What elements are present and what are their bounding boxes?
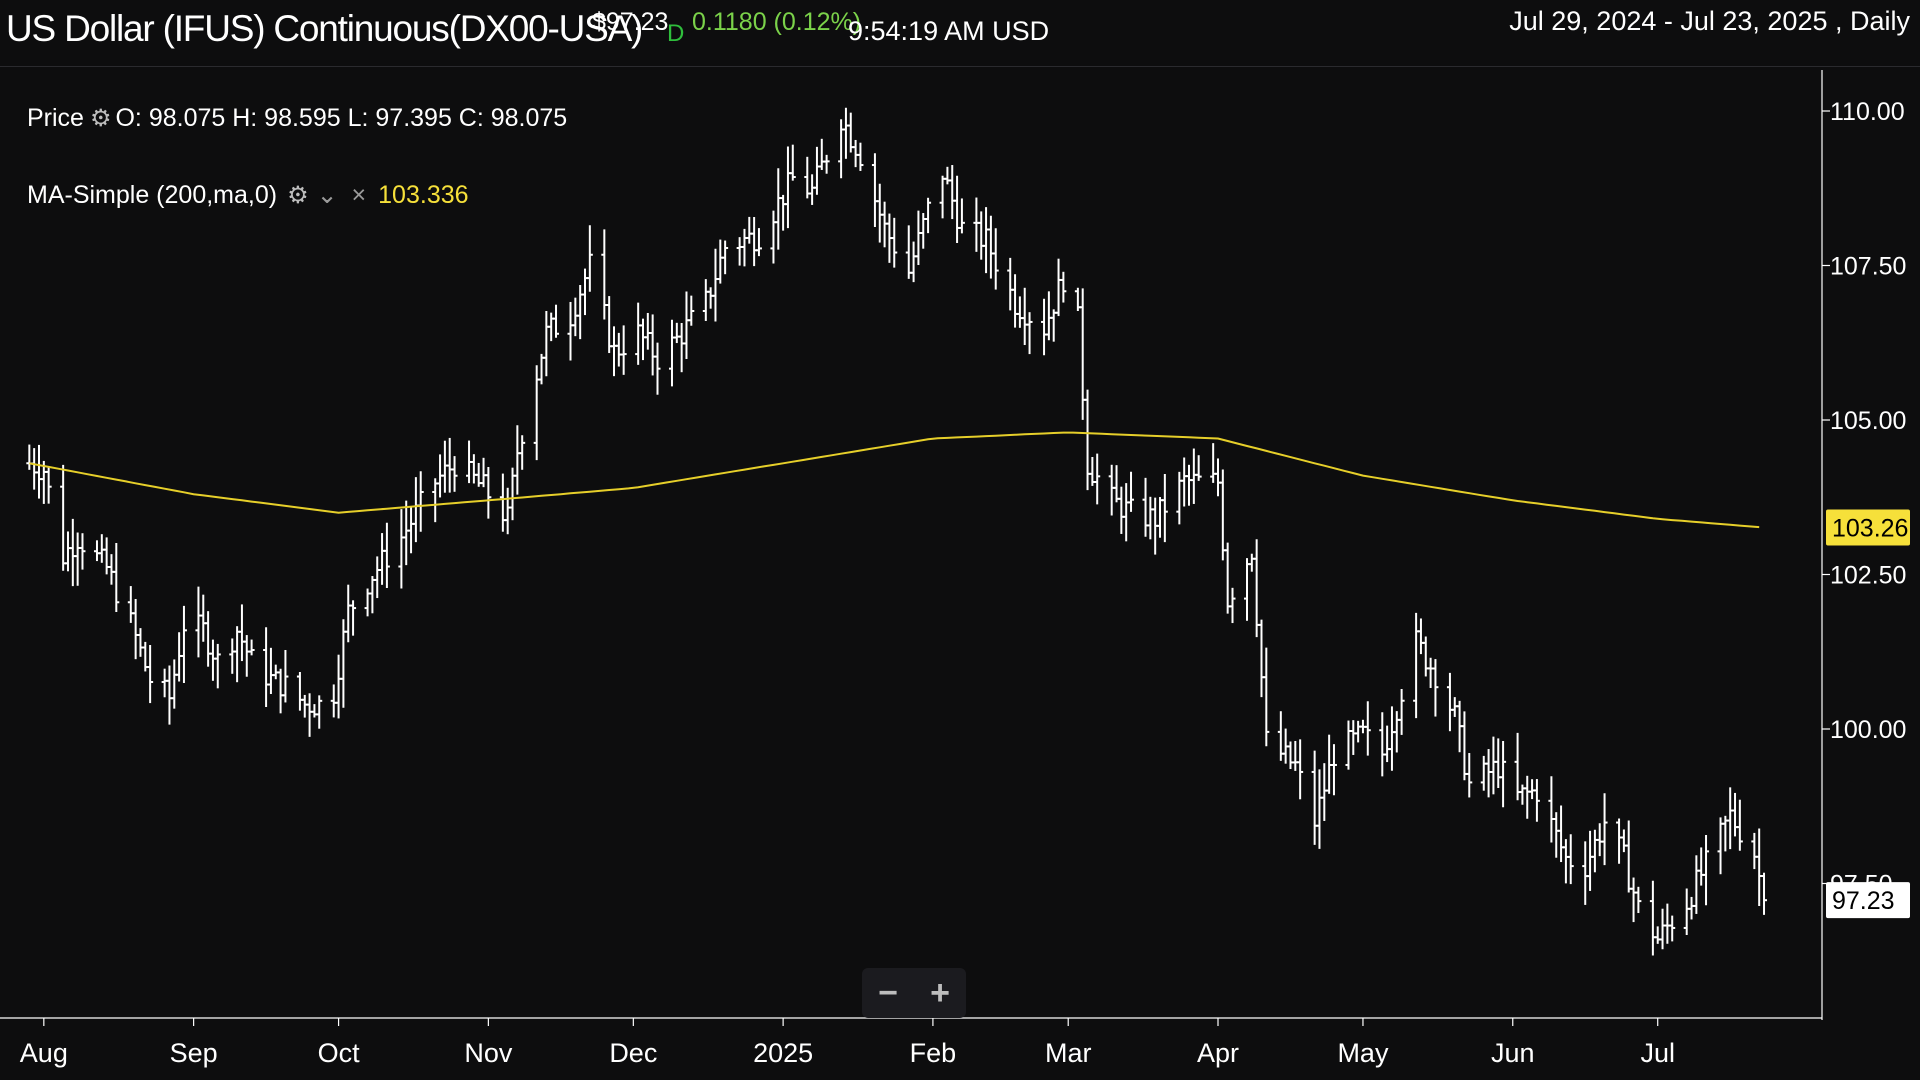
- zoom-controls: − +: [862, 968, 966, 1018]
- price-last-badge-bg: [1826, 882, 1910, 919]
- x-tick-label: Oct: [318, 1038, 361, 1068]
- x-tick-label: Jun: [1491, 1038, 1535, 1068]
- quote-time: 9:54:19 AM USD: [848, 16, 1050, 46]
- x-tick-label: Sep: [170, 1038, 218, 1068]
- price-legend: Price ⚙ O: 98.075 H: 98.595 L: 97.395 C: 9…: [27, 104, 567, 133]
- ma-legend: MA-Simple (200,ma,0) ⚙ ⌄ × 103.336: [27, 180, 469, 210]
- price-legend-label: Price: [27, 104, 84, 132]
- x-tick-label: Apr: [1197, 1038, 1239, 1068]
- ma-last-badge: 103.26: [1832, 515, 1908, 543]
- close-icon[interactable]: ×: [351, 181, 367, 209]
- y-tick-label: 110.00: [1830, 98, 1905, 126]
- instrument-title: US Dollar (IFUS) Continuous(DX00-USA): [6, 8, 643, 49]
- x-tick-label: May: [1337, 1038, 1389, 1068]
- x-tick-label: Dec: [609, 1038, 657, 1068]
- y-tick-label: 102.50: [1830, 562, 1906, 590]
- ohlc-values: O: 98.075 H: 98.595 L: 97.395 C: 98.075: [115, 104, 568, 132]
- zoom-out-button[interactable]: −: [878, 973, 898, 1012]
- ma-200-line: [29, 431, 1760, 529]
- x-tick-label: Feb: [910, 1038, 957, 1068]
- last-price: $97.23: [592, 8, 669, 36]
- y-tick-label: 100.00: [1830, 716, 1906, 744]
- ma-last-badge-bg: [1826, 509, 1910, 546]
- chevron-down-icon[interactable]: ⌄: [316, 181, 338, 209]
- ma-legend-label: MA-Simple (200,ma,0): [27, 181, 278, 209]
- gear-icon[interactable]: ⚙: [287, 182, 309, 209]
- gear-icon[interactable]: ⚙: [89, 105, 112, 132]
- zoom-in-button[interactable]: +: [930, 973, 950, 1012]
- date-range[interactable]: Jul 29, 2024 - Jul 23, 2025 , Daily: [1509, 6, 1910, 36]
- delayed-marker: D: [667, 20, 685, 47]
- x-tick-label: 2025: [753, 1038, 813, 1068]
- ma-value: 103.336: [378, 181, 469, 209]
- chart-header: US Dollar (IFUS) Continuous(DX00-USA) $9…: [0, 0, 1920, 67]
- price-change: 0.1180 (0.12%): [692, 8, 862, 36]
- price-last-badge: 97.23: [1832, 887, 1895, 915]
- y-tick-label: 107.50: [1830, 253, 1906, 281]
- x-tick-label: Jul: [1640, 1038, 1675, 1068]
- x-tick-label: Mar: [1045, 1038, 1092, 1068]
- x-tick-label: Nov: [464, 1038, 513, 1068]
- y-tick-label: 105.00: [1830, 407, 1906, 435]
- x-tick-label: Aug: [20, 1038, 68, 1068]
